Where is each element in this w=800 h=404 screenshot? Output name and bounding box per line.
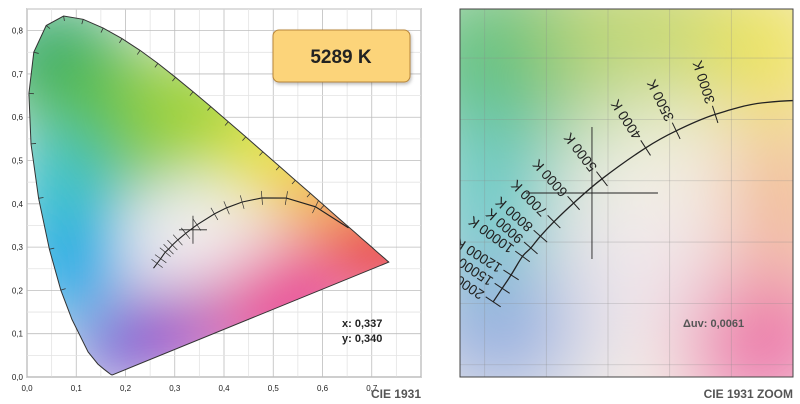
- right-caption: CIE 1931 ZOOM: [704, 387, 793, 401]
- cct-badge: [272, 29, 411, 83]
- wavelength-tick: [291, 180, 296, 185]
- duv-value: Δuv: 0,0061: [683, 318, 744, 330]
- x-tick-label: 0,5: [268, 384, 280, 393]
- zoom-isotherm-tick: [494, 282, 510, 294]
- y-tick-label: 0,0: [12, 373, 24, 382]
- zoom-locus-ticks: [485, 105, 719, 308]
- x-tick-label: 0,6: [317, 384, 329, 393]
- isotherm-tick: [239, 195, 245, 209]
- zoom-isotherm-tick: [671, 122, 681, 140]
- zoom-grid-lines: [460, 9, 793, 377]
- isotherm-tick: [312, 200, 319, 214]
- wavelength-tick: [172, 77, 176, 82]
- isotherm-tick: [260, 190, 263, 205]
- wavelength-tick: [275, 166, 280, 171]
- zoom-planckian-locus: [492, 99, 793, 303]
- wavelength-tick: [136, 50, 141, 55]
- x-tick-label: 0,7: [366, 384, 378, 393]
- wavelength-tick: [33, 51, 39, 54]
- zoom-isotherm-tick: [523, 241, 538, 255]
- y-axis-ticks: 0,0 0,1 0,2 0,3 0,4 0,5 0,6 0,7 0,8: [12, 27, 24, 382]
- x-axis-ticks: 0,0 0,1 0,2 0,3 0,4 0,5 0,6 0,7: [21, 384, 377, 393]
- isotherm-tick: [284, 191, 288, 206]
- cie1931-panel: 0,0 0,1 0,2 0,3 0,4 0,5 0,6 0,7 0,0 0,1 0,2 0,3 0,4…: [12, 8, 422, 401]
- zoom-isotherm-tick: [533, 229, 548, 243]
- x-tick-label: 0,4: [218, 384, 230, 393]
- wavelength-tick: [259, 151, 264, 156]
- isotherm-tick: [192, 218, 202, 231]
- zoom-isotherm-tick: [547, 214, 561, 229]
- wavelength-tick: [320, 205, 325, 210]
- spectral-locus-outline: [28, 15, 390, 376]
- zoom-isotherm-tick: [567, 196, 580, 211]
- isotherm-tick: [159, 247, 171, 257]
- wavelength-tick: [306, 193, 311, 198]
- y-tick-label: 0,4: [12, 200, 24, 209]
- isotherm-tick: [151, 258, 163, 268]
- wavelength-tick: [189, 91, 194, 96]
- wavelength-tick: [49, 247, 55, 250]
- zoom-isotherm-tick: [514, 250, 531, 263]
- zoom-isotherm-tick: [485, 296, 501, 308]
- y-tick-label: 0,5: [12, 157, 24, 166]
- wavelength-tick: [207, 106, 212, 111]
- wavelength-tick: [45, 25, 51, 29]
- y-tick-label: 0,7: [12, 70, 24, 79]
- planckian-locus: [151, 190, 349, 269]
- wavelength-tick: [154, 63, 159, 68]
- wavelength-tick: [100, 27, 104, 33]
- isotherm-tick: [223, 201, 230, 215]
- zoom-frame: [459, 8, 794, 378]
- isotherm-tick: [172, 234, 183, 246]
- zoom-isotherm-tick: [711, 105, 719, 124]
- wavelength-tick: [119, 38, 123, 44]
- chromaticity-y: y: 0,340: [342, 333, 382, 345]
- x-tick-label: 0,2: [120, 384, 132, 393]
- isotherm-tick: [210, 207, 219, 221]
- wavelength-tick: [242, 136, 247, 141]
- y-tick-label: 0,1: [12, 330, 24, 339]
- chromaticity-x: x: 0,337: [342, 318, 382, 330]
- wavelength-tick: [224, 121, 229, 126]
- wavelength-tick: [81, 19, 84, 25]
- y-tick-label: 0,3: [12, 243, 24, 252]
- left-caption: CIE 1931: [371, 387, 421, 401]
- wavelength-tick: [60, 288, 66, 291]
- isotherm-tick: [163, 243, 174, 255]
- isotherm-tick: [167, 239, 178, 251]
- x-tick-label: 0,3: [169, 384, 181, 393]
- x-tick-label: 0,1: [71, 384, 83, 393]
- wavelength-ticks: [28, 15, 325, 291]
- zoom-isotherm-tick: [640, 140, 651, 156]
- x-tick-label: 0,0: [21, 384, 33, 393]
- y-tick-label: 0,8: [12, 27, 24, 36]
- wavelength-tick: [38, 197, 44, 199]
- zoom-measured-point-marker: [525, 127, 658, 259]
- wavelength-tick: [63, 15, 65, 22]
- zoom-isotherm-tick: [503, 269, 519, 281]
- y-tick-label: 0,2: [12, 286, 24, 295]
- y-tick-label: 0,6: [12, 113, 24, 122]
- cct-value: 5289 K: [310, 47, 372, 68]
- isotherm-tick: [154, 254, 167, 264]
- measured-point-marker: [178, 215, 207, 244]
- zoom-isotherm-tick: [596, 171, 608, 187]
